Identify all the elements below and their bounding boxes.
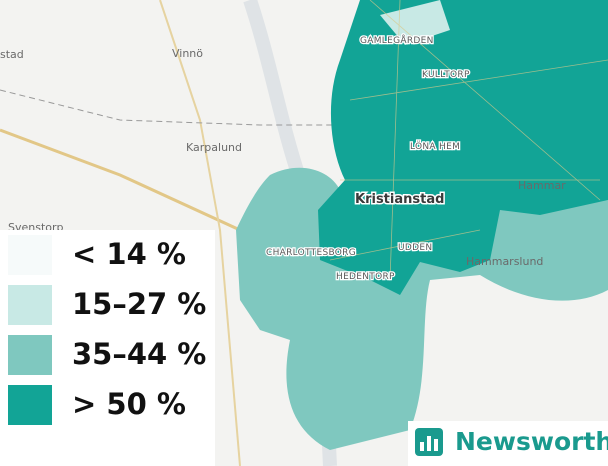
place-label: HEDENTORP bbox=[336, 272, 395, 282]
legend-swatch bbox=[8, 335, 52, 375]
brand-name: Newsworthy bbox=[455, 427, 608, 456]
legend-swatch bbox=[8, 285, 52, 325]
place-labels: stad VinnöKarpalundSvenstorpGAMLEGÅRDENKU… bbox=[0, 33, 566, 284]
legend-label: 15–27 % bbox=[72, 287, 206, 321]
place-label: Hammarslund bbox=[466, 255, 543, 268]
place-label: GAMLEGÅRDEN bbox=[360, 34, 434, 46]
place-label: Hammar bbox=[518, 179, 566, 192]
streets bbox=[329, 0, 608, 281]
legend-label: < 14 % bbox=[72, 237, 186, 271]
legend-swatch bbox=[8, 385, 52, 425]
legend: < 14 % 15–27 % 35–44 % > 50 % bbox=[8, 235, 206, 425]
place-label: stad bbox=[0, 48, 24, 61]
brand-icon bbox=[415, 428, 443, 456]
place-label: Karpalund bbox=[186, 141, 242, 154]
place-label: Vinnö bbox=[172, 47, 203, 60]
place-label: KULLTORP bbox=[422, 70, 470, 80]
region-light bbox=[380, 0, 450, 45]
road bbox=[159, 0, 241, 466]
railway bbox=[0, 89, 608, 126]
legend-label: > 50 % bbox=[72, 387, 186, 421]
region-high bbox=[318, 0, 608, 295]
legend-swatch bbox=[8, 235, 52, 275]
place-label: UDDEN bbox=[398, 243, 432, 253]
place-label: LÖNA HEM bbox=[410, 141, 460, 152]
legend-label: 35–44 % bbox=[72, 337, 206, 371]
place-label: CHARLOTTESBORG bbox=[266, 248, 356, 258]
place-label: Kristianstad bbox=[355, 192, 444, 207]
